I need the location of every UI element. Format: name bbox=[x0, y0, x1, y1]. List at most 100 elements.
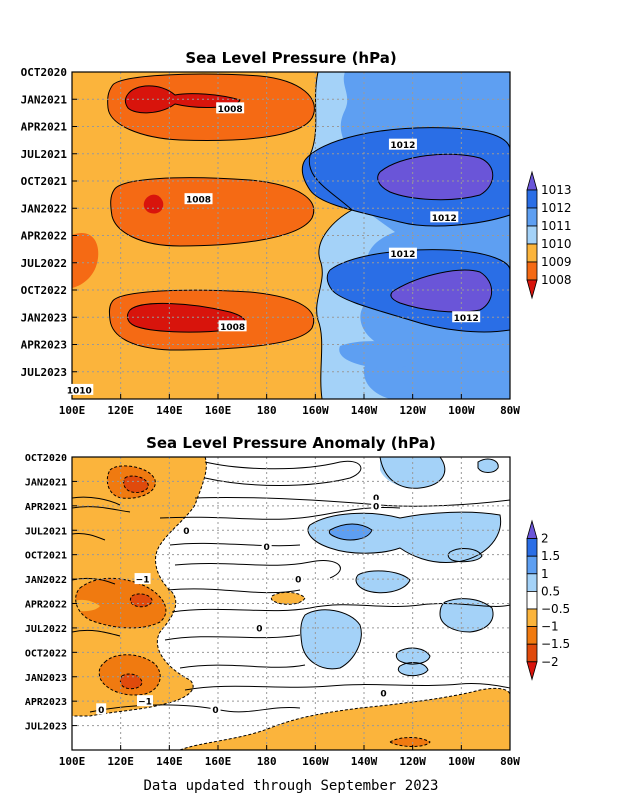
colorbar-label: 1008 bbox=[541, 273, 572, 287]
contour-label-bg bbox=[430, 211, 459, 223]
colorbar-end-triangle bbox=[526, 170, 538, 191]
bottom-field-pos-2022-e bbox=[396, 648, 430, 664]
contour-label-bg bbox=[254, 621, 265, 633]
contour-label-text: 0 bbox=[295, 576, 301, 586]
contour-label: 0 bbox=[254, 621, 265, 634]
top-field-1008-1009-west-edge bbox=[72, 232, 99, 288]
contour-label-bg bbox=[218, 320, 247, 332]
x-tick-label: 160W bbox=[302, 755, 329, 768]
colorbar-label: 1.5 bbox=[541, 549, 560, 563]
contour-label-bg bbox=[181, 524, 192, 536]
colorbar-swatch bbox=[526, 626, 538, 645]
colorbar-swatch bbox=[526, 538, 538, 557]
bottom-field-pos-2022-d bbox=[440, 598, 494, 632]
contour-label: 0 bbox=[181, 524, 192, 537]
x-tick-label: 140E bbox=[156, 755, 183, 768]
contour-label-text: 1010 bbox=[67, 386, 92, 396]
colorbar-swatch bbox=[526, 591, 538, 610]
contour-label-bg bbox=[452, 311, 481, 323]
contour-label: 0 bbox=[261, 540, 272, 553]
bottom-colorbar: 2 1.5 1 0.5 −0.5 −1 −1.5 −2 bbox=[526, 519, 570, 681]
footer-note: Data updated through September 2023 bbox=[143, 778, 438, 794]
colorbar-swatch bbox=[526, 643, 538, 663]
contour-label-bg bbox=[261, 540, 272, 552]
contour-label: −1 bbox=[134, 573, 151, 586]
contour-label-text: 0 bbox=[212, 706, 218, 716]
colorbar-swatch bbox=[526, 608, 538, 628]
y-tick-label: JUL2022 bbox=[25, 624, 67, 635]
y-tick-label: JAN2021 bbox=[21, 93, 68, 106]
colorbar-swatch bbox=[526, 243, 538, 263]
contour-label-bg bbox=[210, 703, 221, 715]
contour-label-text: 0 bbox=[380, 690, 386, 700]
bottom-x-axis: 100E 120E 140E 160E 180 160W 140W 120W 100W 80W bbox=[59, 745, 520, 768]
top-contour-labels: 1008 1012 1008 1012 1012 1008 1012 1010 bbox=[65, 102, 481, 396]
bottom-chart-title: Sea Level Pressure Anomaly (hPa) bbox=[146, 434, 436, 452]
contour-label-bg bbox=[371, 491, 382, 503]
contour-label-text: 0 bbox=[264, 543, 270, 553]
x-tick-label: 180 bbox=[257, 404, 277, 417]
colorbar-label: 1010 bbox=[541, 237, 572, 251]
x-tick-label: 80W bbox=[500, 755, 520, 768]
colorbar-label: 0.5 bbox=[541, 584, 560, 598]
y-tick-label: JAN2021 bbox=[25, 477, 67, 488]
colorbar-swatch bbox=[526, 207, 538, 227]
y-tick-label: OCT2021 bbox=[25, 551, 67, 562]
contour-label-text: 0 bbox=[183, 527, 189, 537]
contour-label: 1008 bbox=[218, 320, 247, 333]
contour-label-bg bbox=[388, 247, 417, 259]
contour-label: −1 bbox=[137, 695, 153, 708]
top-field-below-1008-2023 bbox=[127, 303, 245, 333]
y-tick-label: OCT2022 bbox=[25, 648, 67, 659]
contour-label: 1012 bbox=[452, 311, 481, 324]
colorbar-label: 2 bbox=[541, 532, 549, 546]
x-tick-label: 140E bbox=[156, 404, 183, 417]
top-field-below-1008-2022 bbox=[143, 194, 164, 214]
contour-label-text: 1008 bbox=[220, 323, 245, 333]
bottom-field-neg-edge bbox=[72, 599, 100, 612]
x-tick-label: 120E bbox=[107, 755, 134, 768]
top-field-above-1013-2021 bbox=[377, 154, 493, 200]
colorbar-end-triangle bbox=[526, 661, 538, 681]
bottom-contour-lines bbox=[72, 457, 510, 750]
y-tick-label: APR2023 bbox=[21, 339, 67, 352]
x-tick-label: 100E bbox=[59, 404, 86, 417]
y-tick-label: JUL2023 bbox=[21, 366, 67, 379]
y-tick-label: OCT2021 bbox=[21, 175, 68, 188]
top-chart-title: Sea Level Pressure (hPa) bbox=[185, 49, 396, 67]
x-tick-label: 140W bbox=[351, 755, 378, 768]
contour-label-text: 0 bbox=[98, 706, 104, 716]
contour-label-text: 0 bbox=[373, 494, 379, 504]
contour-label-bg bbox=[65, 383, 94, 395]
contour-label-bg bbox=[216, 102, 245, 114]
bottom-field-neg-1-5-2022 bbox=[130, 593, 152, 607]
colorbar-label: 1 bbox=[541, 567, 549, 581]
colorbar-label: −2 bbox=[541, 655, 559, 669]
contour-label-bg bbox=[293, 573, 304, 585]
colorbar-label: −1.5 bbox=[541, 637, 570, 651]
contour-label-bg bbox=[371, 499, 382, 511]
bottom-field-pos-2021-corner bbox=[478, 459, 499, 473]
y-tick-label: APR2022 bbox=[25, 600, 67, 611]
y-tick-label: OCT2022 bbox=[21, 284, 67, 297]
contour-label: 0 bbox=[210, 703, 221, 716]
colorbar-label: 1009 bbox=[541, 255, 572, 269]
bottom-field-pos-2022-f bbox=[398, 662, 428, 676]
colorbar-swatch bbox=[526, 225, 538, 245]
contour-label-text: −1 bbox=[138, 698, 152, 708]
contour-label-bg bbox=[184, 193, 213, 205]
y-tick-label: JAN2023 bbox=[25, 673, 67, 684]
contour-label-bg bbox=[378, 687, 389, 699]
contour-label-text: 1012 bbox=[454, 314, 479, 324]
top-field-1008-1009-2022 bbox=[110, 177, 314, 246]
y-tick-label: OCT2020 bbox=[25, 453, 67, 464]
bottom-y-axis: OCT2020 JAN2021 APR2021 JUL2021 OCT2021 JAN20… bbox=[25, 453, 77, 733]
contour-label-text: 1008 bbox=[218, 105, 243, 115]
y-tick-label: JAN2022 bbox=[21, 202, 67, 215]
bottom-field-neg-east-core bbox=[390, 737, 430, 747]
colorbar-end-triangle bbox=[526, 279, 538, 300]
x-tick-label: 100W bbox=[448, 404, 475, 417]
colorbar-swatch bbox=[526, 573, 538, 592]
contour-label-text: 0 bbox=[256, 624, 262, 634]
y-tick-label: JUL2021 bbox=[25, 526, 67, 537]
